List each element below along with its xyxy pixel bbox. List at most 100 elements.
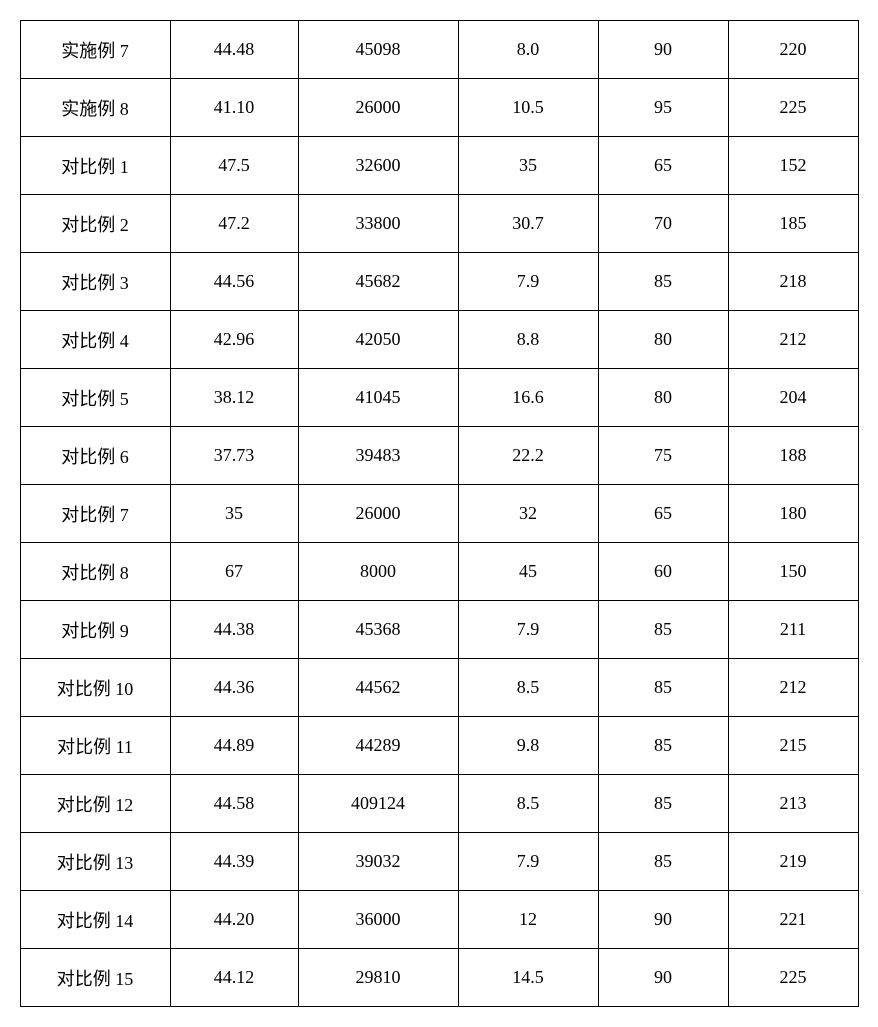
table-cell: 12 [458,891,598,949]
table-cell: 85 [598,717,728,775]
table-cell: 44.56 [170,253,298,311]
table-row: 对比例 944.38453687.985211 [20,601,858,659]
table-cell: 对比例 7 [20,485,170,543]
table-cell: 150 [728,543,858,601]
table-body: 实施例 744.48450988.090220实施例 841.102600010… [20,21,858,1007]
table-cell: 90 [598,21,728,79]
table-cell: 213 [728,775,858,833]
table-cell: 对比例 4 [20,311,170,369]
table-cell: 44.39 [170,833,298,891]
table-row: 对比例 538.124104516.680204 [20,369,858,427]
table-cell: 22.2 [458,427,598,485]
table-cell: 219 [728,833,858,891]
table-cell: 80 [598,369,728,427]
table-cell: 对比例 6 [20,427,170,485]
table-cell: 对比例 3 [20,253,170,311]
table-cell: 35 [458,137,598,195]
table-cell: 211 [728,601,858,659]
table-cell: 45 [458,543,598,601]
table-row: 对比例 247.23380030.770185 [20,195,858,253]
table-cell: 44.58 [170,775,298,833]
table-row: 对比例 637.733948322.275188 [20,427,858,485]
table-cell: 14.5 [458,949,598,1007]
table-cell: 44.38 [170,601,298,659]
table-cell: 8.5 [458,775,598,833]
table-cell: 44.48 [170,21,298,79]
table-cell: 44562 [298,659,458,717]
table-row: 对比例 1444.20360001290221 [20,891,858,949]
table-cell: 67 [170,543,298,601]
table-cell: 85 [598,775,728,833]
table-cell: 42050 [298,311,458,369]
table-cell: 85 [598,601,728,659]
table-cell: 212 [728,659,858,717]
table-cell: 180 [728,485,858,543]
table-cell: 对比例 9 [20,601,170,659]
table-cell: 10.5 [458,79,598,137]
table-cell: 45682 [298,253,458,311]
table-cell: 对比例 2 [20,195,170,253]
table-cell: 7.9 [458,601,598,659]
table-row: 对比例 1044.36445628.585212 [20,659,858,717]
table-cell: 185 [728,195,858,253]
table-cell: 44.36 [170,659,298,717]
table-cell: 220 [728,21,858,79]
table-cell: 215 [728,717,858,775]
table-cell: 45368 [298,601,458,659]
table-row: 对比例 1344.39390327.985219 [20,833,858,891]
table-cell: 80 [598,311,728,369]
table-cell: 8.0 [458,21,598,79]
table-cell: 218 [728,253,858,311]
table-cell: 47.5 [170,137,298,195]
table-cell: 7.9 [458,833,598,891]
table-cell: 85 [598,833,728,891]
table-cell: 212 [728,311,858,369]
table-row: 对比例 735260003265180 [20,485,858,543]
table-cell: 对比例 10 [20,659,170,717]
table-cell: 38.12 [170,369,298,427]
table-cell: 152 [728,137,858,195]
table-cell: 8.5 [458,659,598,717]
table-cell: 32 [458,485,598,543]
table-cell: 204 [728,369,858,427]
table-cell: 188 [728,427,858,485]
table-cell: 26000 [298,485,458,543]
table-cell: 30.7 [458,195,598,253]
table-cell: 45098 [298,21,458,79]
table-cell: 实施例 7 [20,21,170,79]
table-cell: 225 [728,79,858,137]
table-cell: 409124 [298,775,458,833]
table-row: 对比例 442.96420508.880212 [20,311,858,369]
table-cell: 29810 [298,949,458,1007]
table-row: 对比例 1144.89442899.885215 [20,717,858,775]
table-cell: 44289 [298,717,458,775]
table-cell: 60 [598,543,728,601]
table-row: 实施例 744.48450988.090220 [20,21,858,79]
table-cell: 221 [728,891,858,949]
table-cell: 42.96 [170,311,298,369]
table-row: 对比例 1244.584091248.585213 [20,775,858,833]
table-cell: 对比例 5 [20,369,170,427]
table-cell: 37.73 [170,427,298,485]
table-cell: 70 [598,195,728,253]
table-cell: 对比例 8 [20,543,170,601]
table-cell: 44.20 [170,891,298,949]
table-cell: 33800 [298,195,458,253]
table-row: 对比例 147.5326003565152 [20,137,858,195]
table-row: 实施例 841.102600010.595225 [20,79,858,137]
table-cell: 9.8 [458,717,598,775]
table-row: 对比例 86780004560150 [20,543,858,601]
table-cell: 8.8 [458,311,598,369]
table-cell: 39483 [298,427,458,485]
table-cell: 36000 [298,891,458,949]
table-cell: 26000 [298,79,458,137]
table-cell: 对比例 1 [20,137,170,195]
table-cell: 41045 [298,369,458,427]
table-cell: 对比例 13 [20,833,170,891]
table-cell: 对比例 14 [20,891,170,949]
table-cell: 对比例 11 [20,717,170,775]
table-cell: 41.10 [170,79,298,137]
data-table: 实施例 744.48450988.090220实施例 841.102600010… [20,20,859,1007]
table-cell: 7.9 [458,253,598,311]
table-cell: 39032 [298,833,458,891]
